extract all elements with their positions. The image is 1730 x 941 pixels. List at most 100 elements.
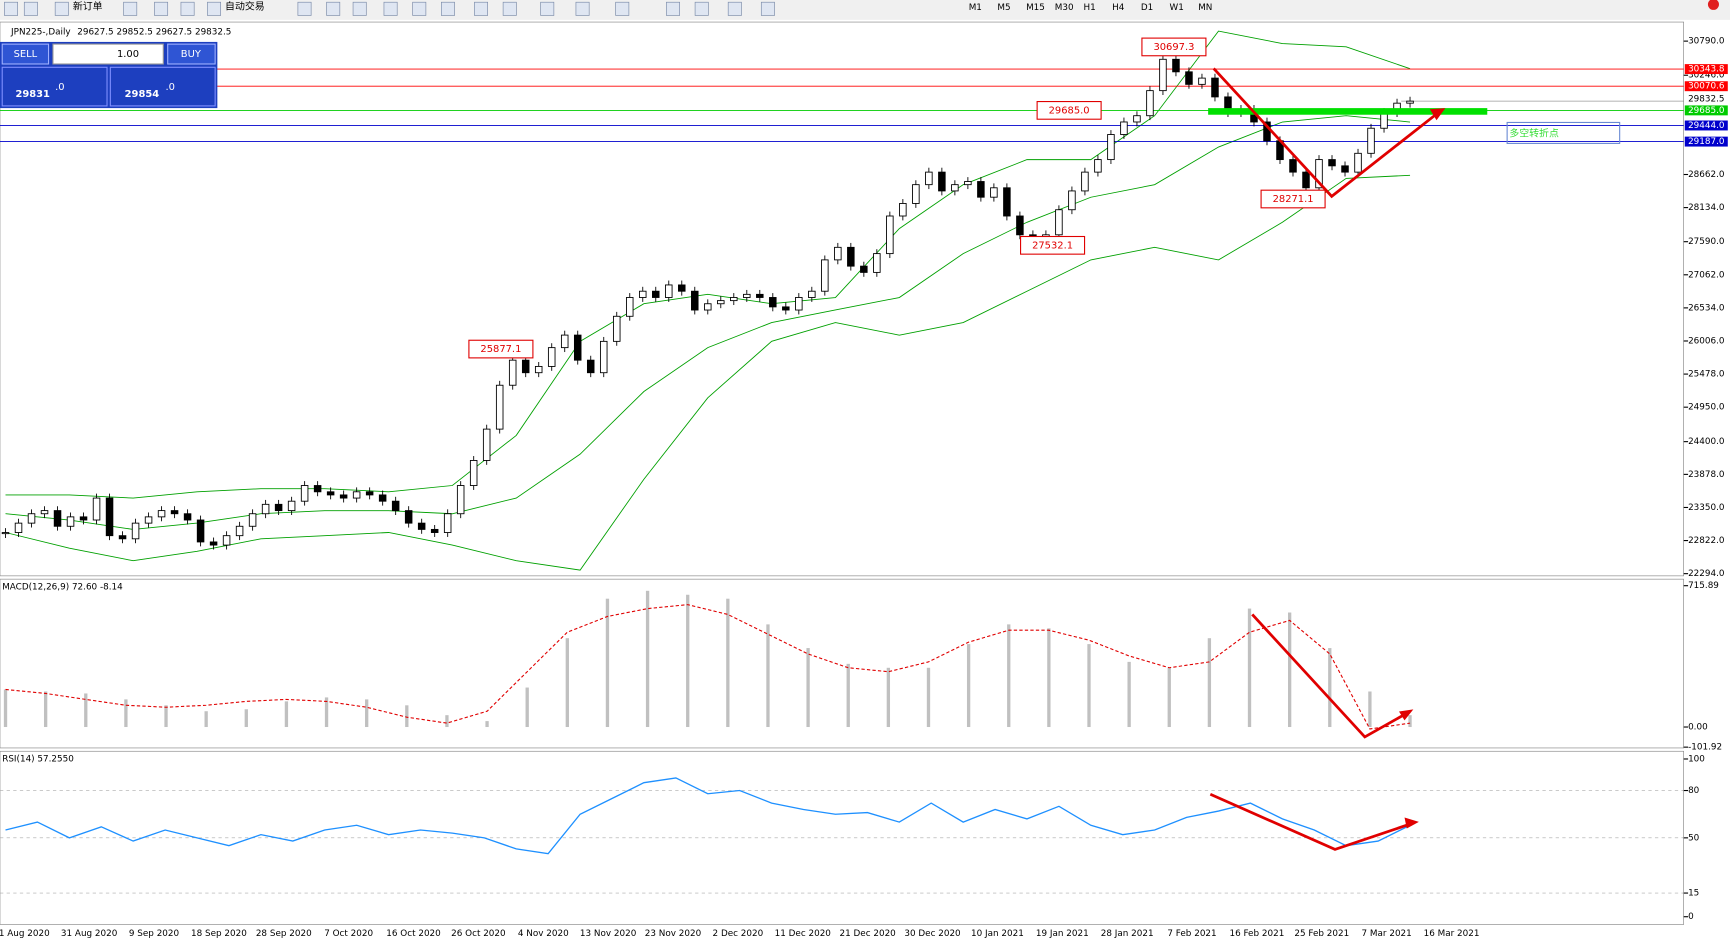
toolbar-icons: M1 M5 M15 M30 H1 H4 D1 W1 MN (4, 1, 1212, 16)
x-tick-label: 2 Dec 2020 (713, 929, 764, 939)
note: 多空转折点 (1509, 126, 1559, 139)
tool-icon[interactable] (575, 1, 590, 16)
candle (1133, 115, 1141, 123)
level-label: 30343.8 (1688, 65, 1724, 75)
tool-icon[interactable] (23, 1, 38, 16)
tool-icon[interactable] (412, 1, 427, 16)
candle (951, 184, 959, 192)
candle (339, 494, 348, 499)
lot-input[interactable] (52, 43, 164, 65)
y-tick-label: 23350.0 (1688, 503, 1725, 513)
macd-bar (605, 598, 610, 728)
x-tick-label: 28 Sep 2020 (256, 929, 312, 939)
tool-icon[interactable] (4, 1, 18, 16)
price-label: 29685.0 (1049, 105, 1090, 116)
x-tick-label: 26 Oct 2020 (451, 929, 506, 939)
buy-button[interactable] (167, 43, 216, 65)
tool-icon[interactable] (694, 1, 709, 16)
tool-icon[interactable] (540, 1, 555, 16)
y-tick-label: 28134.0 (1688, 203, 1725, 213)
tool-icon[interactable] (54, 1, 69, 16)
arrow-heads (1399, 108, 1446, 829)
candle (547, 347, 556, 367)
arrow-head (1399, 709, 1414, 721)
level-tag (1684, 120, 1728, 131)
sell-price-big[interactable]: .0 (55, 82, 64, 93)
timeframe[interactable]: M5 (997, 3, 1010, 13)
tool-icon[interactable] (615, 1, 630, 16)
candle (469, 460, 478, 486)
tool-icon[interactable] (666, 1, 680, 16)
auto-trading[interactable]: 自动交易 (225, 0, 265, 13)
candle (964, 181, 972, 186)
y-tick-label: 28662.0 (1688, 170, 1725, 180)
timeframe[interactable]: M1 (969, 3, 982, 13)
macd-bar (124, 699, 128, 728)
timeframe[interactable]: H1 (1083, 3, 1095, 13)
sell-price[interactable]: 29831 (15, 89, 50, 100)
level-tag (1684, 64, 1728, 75)
tool-icon[interactable] (326, 1, 341, 16)
timeframe[interactable]: H4 (1112, 3, 1125, 13)
candle (795, 297, 803, 311)
sell-button[interactable] (1, 43, 50, 65)
candle (118, 535, 127, 540)
tool-icon[interactable] (474, 1, 488, 16)
x-tick-label: 25 Feb 2021 (1294, 929, 1349, 939)
macd-arrow (1251, 613, 1409, 739)
tool-icon[interactable] (383, 1, 398, 16)
y-tick-label: 26006.0 (1688, 336, 1725, 346)
y-tick-label: 0 (1688, 912, 1694, 922)
tool-icon[interactable] (123, 1, 138, 16)
tool-icon[interactable] (440, 1, 455, 16)
macd-bar (365, 699, 369, 728)
macd-bar (1247, 608, 1252, 728)
sell-label[interactable]: SELL (14, 49, 38, 60)
candle (508, 359, 517, 386)
macd-bar (806, 648, 810, 728)
tool-icon[interactable] (207, 1, 221, 16)
bollinger-lower (5, 174, 1411, 571)
candle (652, 290, 660, 298)
trade-panel: SELL 1.00 BUY 29831 .0 29854 .0 (0, 41, 218, 109)
price-label-box (1260, 189, 1326, 209)
x-tick-label: 13 Nov 2020 (580, 929, 637, 939)
tool-icon[interactable] (154, 1, 169, 16)
timeframe[interactable]: M15 (1026, 3, 1045, 13)
buy-price-box[interactable] (109, 66, 216, 107)
macd-bar (846, 663, 850, 728)
y-tick-label: 80 (1688, 786, 1700, 796)
price-label: 30697.3 (1153, 42, 1194, 53)
rsi-line (5, 777, 1411, 855)
tool-icon[interactable] (297, 1, 312, 16)
tool-icon[interactable] (502, 1, 517, 16)
macd-bar (726, 598, 730, 728)
tool-icon[interactable] (727, 1, 742, 16)
buy-price[interactable]: 29854 (125, 89, 160, 100)
macd-bar (1328, 648, 1332, 728)
buy-label[interactable]: BUY (181, 49, 202, 60)
y-tick-label: 715.89 (1688, 581, 1719, 591)
sell-price-box[interactable] (1, 66, 108, 107)
y-tick-label: 22822.0 (1688, 536, 1725, 546)
timeframe[interactable]: M30 (1055, 3, 1074, 13)
buy-price-big[interactable]: .0 (165, 82, 174, 93)
timeframe[interactable]: MN (1198, 3, 1212, 13)
level-tag (1684, 105, 1728, 116)
timeframe[interactable]: D1 (1141, 3, 1153, 13)
tool-icon[interactable] (352, 1, 367, 16)
timeframe[interactable]: W1 (1170, 3, 1184, 13)
new-order[interactable]: 新订单 (73, 0, 103, 13)
tool-icon[interactable] (760, 1, 775, 16)
note-box (1506, 121, 1621, 144)
candle (639, 290, 647, 298)
y-tick-label: 15 (1688, 889, 1699, 899)
candle (560, 334, 569, 349)
notification[interactable] (1707, 0, 1719, 10)
candle (1328, 159, 1336, 167)
lot-value[interactable]: 1.00 (117, 49, 139, 60)
tool-icon[interactable] (180, 1, 195, 16)
macd-bar (324, 697, 329, 728)
rsi-arrow (1209, 793, 1414, 851)
